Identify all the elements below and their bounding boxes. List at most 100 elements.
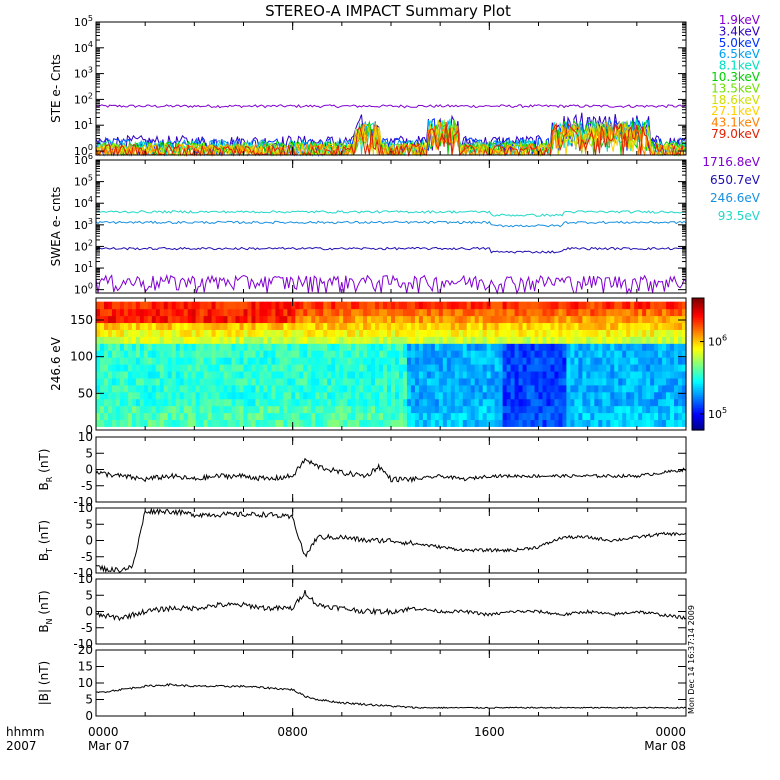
heatmap-cell	[510, 377, 516, 386]
heatmap-cell	[359, 419, 364, 427]
heatmap-cell	[494, 357, 500, 365]
heatmap-cell	[538, 301, 544, 310]
heatmap-cell	[279, 301, 284, 310]
heatmap-cell	[618, 343, 623, 351]
heatmap-cell	[430, 336, 436, 344]
heatmap-cell	[406, 322, 412, 330]
heatmap-cell	[430, 377, 436, 386]
heatmap-cell	[578, 301, 583, 310]
heatmap-cell	[343, 412, 348, 421]
heatmap-cell	[307, 405, 312, 414]
heatmap-cell	[578, 377, 583, 386]
heatmap-cell	[331, 384, 336, 393]
heatmap-cell	[96, 384, 101, 393]
heatmap-cell	[422, 398, 428, 407]
heatmap-cell	[490, 391, 496, 400]
heatmap-cell	[574, 412, 579, 421]
heatmap-cell	[255, 308, 261, 317]
heatmap-cell	[514, 391, 520, 400]
heatmap-cell	[678, 343, 683, 351]
heatmap-cell	[438, 377, 444, 386]
heatmap-cell	[486, 308, 492, 317]
heatmap-cell	[171, 322, 177, 330]
heatmap-cell	[191, 322, 197, 330]
heatmap-cell	[295, 315, 300, 324]
heatmap-cell	[622, 308, 627, 317]
heatmap-cell	[426, 419, 432, 427]
heatmap-cell	[474, 343, 480, 351]
heatmap-cell	[143, 419, 149, 427]
heatmap-cell	[355, 419, 360, 427]
heatmap-cell	[670, 419, 675, 427]
heatmap-cell	[103, 322, 109, 330]
colorbar-cell	[692, 326, 704, 330]
heatmap-cell	[367, 370, 372, 379]
heatmap-cell	[638, 336, 643, 344]
heatmap-cell	[658, 301, 663, 310]
heatmap-cell	[582, 384, 587, 393]
heatmap-cell	[127, 384, 133, 393]
heatmap-cell	[626, 350, 631, 358]
heatmap-cell	[446, 370, 452, 379]
heatmap-cell	[331, 419, 336, 427]
heatmap-cell	[438, 412, 444, 421]
heatmap-cell	[187, 377, 193, 386]
heatmap-cell	[610, 377, 615, 386]
heatmap-cell	[534, 336, 540, 344]
heatmap-cell	[359, 405, 364, 414]
heatmap-cell	[450, 350, 456, 358]
heatmap-cell	[574, 322, 579, 330]
heatmap-cell	[151, 364, 157, 372]
heatmap-cell	[131, 398, 137, 407]
heatmap-cell	[355, 329, 360, 337]
heatmap-cell	[518, 315, 524, 324]
heatmap-cell	[606, 357, 611, 365]
heatmap-cell	[271, 329, 276, 337]
heatmap-cell	[247, 398, 253, 407]
heatmap-cell	[383, 419, 388, 427]
heatmap-cell	[434, 343, 440, 351]
heatmap-cell	[498, 329, 504, 337]
heatmap-cell	[658, 412, 663, 421]
heatmap-cell	[299, 405, 304, 414]
heatmap-cell	[171, 329, 177, 337]
heatmap-cell	[602, 336, 607, 344]
heatmap-cell	[271, 384, 276, 393]
heatmap-cell	[650, 391, 655, 400]
heatmap-cell	[203, 412, 209, 421]
heatmap-cell	[446, 398, 452, 407]
heatmap-cell	[442, 336, 448, 344]
heatmap-cell	[610, 308, 615, 317]
heatmap-cell	[514, 343, 520, 351]
heatmap-cell	[450, 370, 456, 379]
heatmap-cell	[303, 412, 308, 421]
heatmap-cell	[223, 350, 229, 358]
heatmap-cell	[267, 322, 273, 330]
colorbar-cell	[692, 302, 704, 306]
heatmap-cell	[562, 398, 568, 407]
heatmap-cell	[674, 412, 679, 421]
heatmap-cell	[446, 322, 452, 330]
heatmap-cell	[514, 350, 520, 358]
heatmap-cell	[179, 343, 185, 351]
heatmap-cell	[243, 329, 249, 337]
heatmap-cell	[434, 398, 440, 407]
heatmap-cell	[482, 343, 488, 351]
heatmap-cell	[622, 329, 627, 337]
heatmap-cell	[279, 343, 284, 351]
heatmap-cell	[235, 364, 241, 372]
heatmap-cell	[203, 329, 209, 337]
heatmap-cell	[606, 377, 611, 386]
legend-ste: 27.1keV	[711, 104, 761, 118]
heatmap-cell	[139, 384, 145, 393]
heatmap-cell	[175, 308, 181, 317]
heatmap-cell	[610, 329, 615, 337]
heatmap-cell	[287, 405, 292, 414]
heatmap-cell	[275, 350, 280, 358]
heatmap-cell	[678, 315, 683, 324]
heatmap-cell	[327, 350, 332, 358]
heatmap-cell	[598, 350, 603, 358]
heatmap-cell	[474, 398, 480, 407]
heatmap-cell	[323, 329, 328, 337]
heatmap-cell	[391, 412, 396, 421]
